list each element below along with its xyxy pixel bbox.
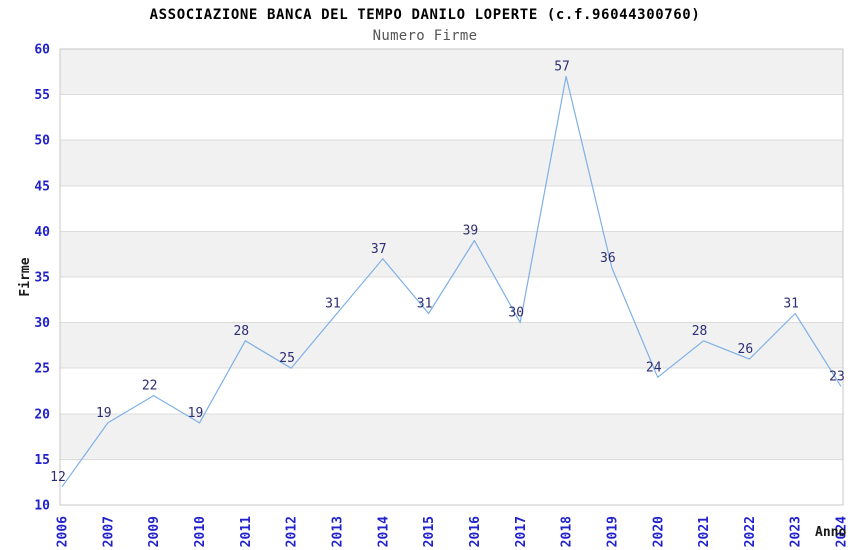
x-tick-labels: 2006 2007 2009 2010 2011 2012 2013 2014 2015 2016… bbox=[56, 516, 850, 547]
value-label: 23 bbox=[829, 369, 845, 384]
x-tick-label: 2010 bbox=[193, 516, 208, 547]
y-tick-label: 15 bbox=[34, 453, 50, 468]
y-tick-label: 55 bbox=[34, 88, 50, 103]
plot-border bbox=[59, 48, 844, 506]
x-tick-label: 2006 bbox=[56, 516, 71, 547]
y-tick-labels: 10 15 20 25 30 35 40 45 50 55 60 bbox=[34, 43, 50, 514]
value-label: 36 bbox=[600, 251, 616, 266]
x-tick-label: 2013 bbox=[330, 516, 345, 547]
y-tick-label: 40 bbox=[34, 225, 50, 240]
x-tick-label: 2016 bbox=[468, 516, 483, 547]
value-label: 28 bbox=[692, 324, 708, 339]
y-tick-label: 25 bbox=[34, 362, 50, 377]
background-band bbox=[60, 185, 843, 232]
value-label: 31 bbox=[417, 296, 433, 311]
x-tick-label: 2023 bbox=[789, 516, 804, 547]
y-axis-title: Firme bbox=[18, 257, 33, 297]
value-label: 24 bbox=[646, 360, 662, 375]
value-label: 19 bbox=[188, 406, 204, 421]
background-band bbox=[60, 277, 843, 323]
chart-subtitle: Numero Firme bbox=[372, 28, 478, 44]
x-tick-label: 2022 bbox=[743, 516, 758, 547]
value-label: 30 bbox=[508, 306, 524, 321]
x-tick-label: 2014 bbox=[376, 516, 391, 547]
value-label: 57 bbox=[554, 59, 570, 74]
value-label: 12 bbox=[50, 470, 66, 485]
background-band bbox=[60, 231, 843, 277]
y-tick-label: 35 bbox=[34, 271, 50, 286]
x-tick-label: 2024 bbox=[835, 516, 850, 547]
value-labels: 12 19 22 19 28 25 31 37 31 39 30 57 36 24 28 26 31 23 bbox=[50, 59, 845, 484]
x-tick-label: 2009 bbox=[147, 516, 162, 547]
value-label: 39 bbox=[463, 224, 479, 239]
x-tick-label: 2018 bbox=[560, 516, 575, 547]
data-line bbox=[61, 75, 842, 488]
value-label: 25 bbox=[279, 351, 295, 366]
x-tick-label: 2011 bbox=[239, 516, 254, 547]
value-label: 22 bbox=[142, 379, 158, 394]
chart-title: ASSOCIAZIONE BANCA DEL TEMPO DANILO LOPE… bbox=[149, 7, 701, 23]
plot-bands bbox=[60, 49, 843, 505]
background-band bbox=[60, 140, 843, 186]
value-label: 19 bbox=[96, 406, 112, 421]
x-tick-label: 2017 bbox=[514, 516, 529, 547]
value-label: 26 bbox=[738, 342, 754, 357]
x-tick-label: 2019 bbox=[605, 516, 620, 547]
background-band bbox=[60, 94, 843, 141]
value-label: 37 bbox=[371, 242, 387, 257]
x-tick-label: 2015 bbox=[422, 516, 437, 547]
x-tick-label: 2012 bbox=[285, 516, 300, 547]
background-band bbox=[60, 322, 843, 369]
x-tick-label: 2020 bbox=[651, 516, 666, 547]
background-band bbox=[60, 413, 843, 460]
x-tick-label: 2021 bbox=[697, 516, 712, 547]
y-tick-label: 10 bbox=[34, 499, 50, 514]
y-tick-label: 50 bbox=[34, 134, 50, 149]
y-tick-label: 60 bbox=[34, 43, 50, 58]
y-tick-label: 30 bbox=[34, 316, 50, 331]
value-label: 28 bbox=[233, 324, 249, 339]
x-axis-title: Anno bbox=[815, 525, 847, 540]
grid-lines bbox=[60, 94, 843, 460]
x-tick-label: 2007 bbox=[101, 516, 116, 547]
y-tick-label: 20 bbox=[34, 407, 50, 422]
background-band bbox=[60, 368, 843, 414]
background-band bbox=[60, 459, 843, 505]
value-label: 31 bbox=[325, 296, 341, 311]
value-label: 31 bbox=[783, 296, 799, 311]
background-band bbox=[60, 49, 843, 95]
y-tick-label: 45 bbox=[34, 179, 50, 194]
